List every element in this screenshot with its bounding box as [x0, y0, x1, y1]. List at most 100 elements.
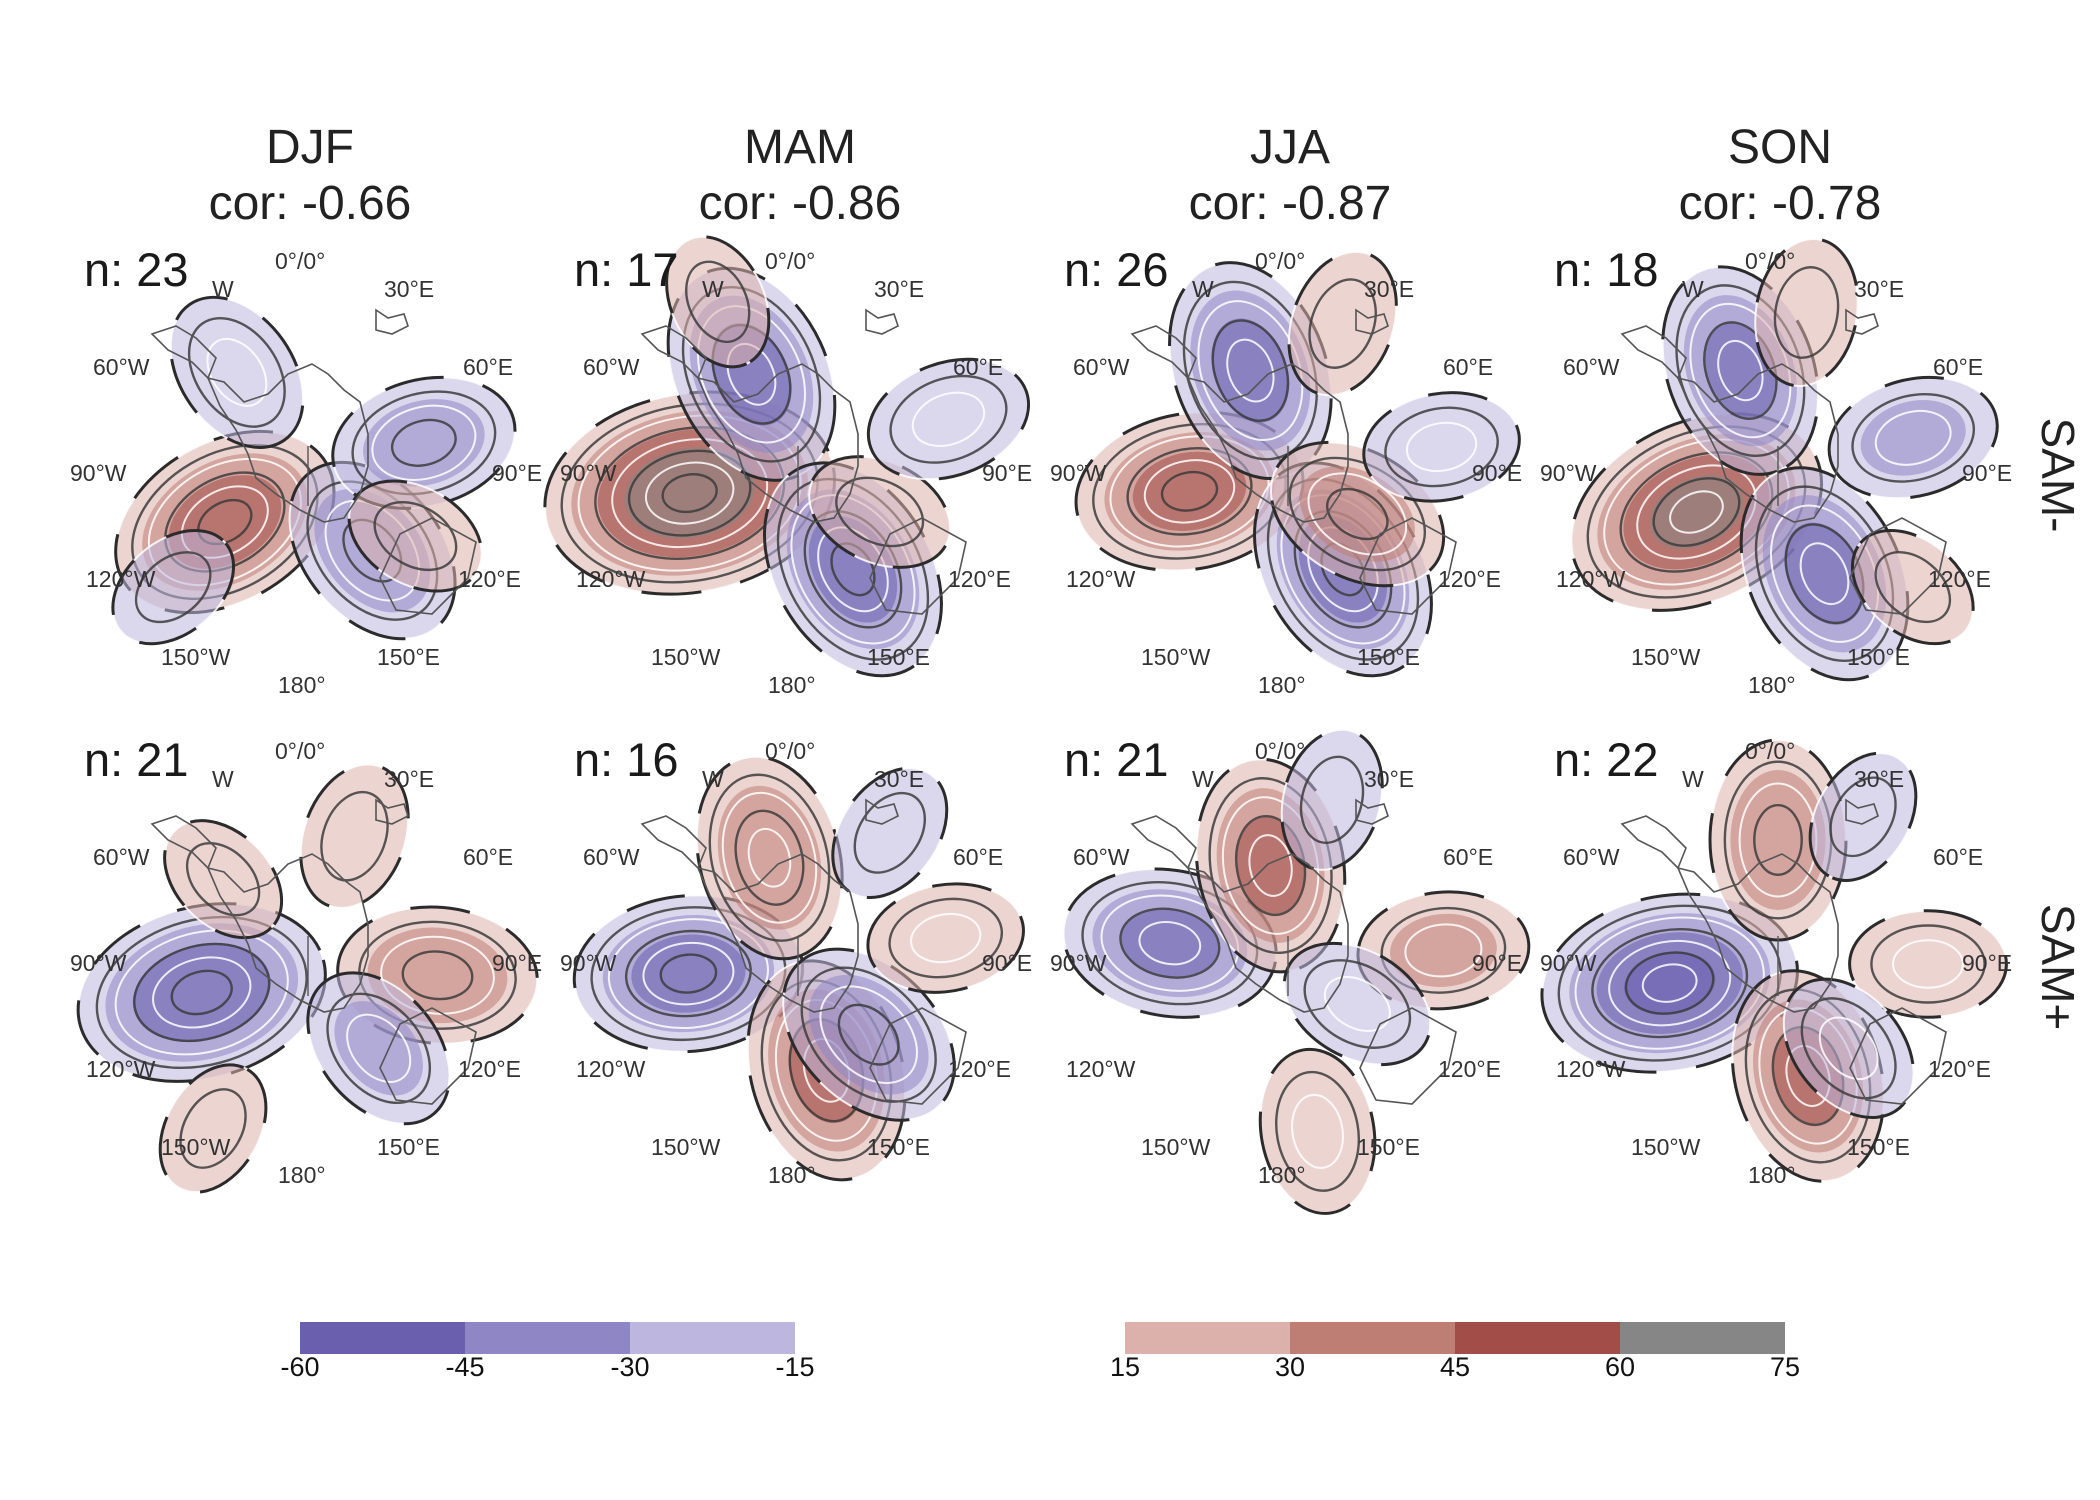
lon-label-150e-r0c2: 150°E	[1357, 644, 1420, 671]
lon-label-120e-r1c3: 120°E	[1928, 1056, 1991, 1083]
lon-label-0-r0c1: 0°/0°	[765, 248, 815, 275]
lon-label-w-r1c2: W	[1192, 766, 1214, 793]
lon-label-120e-r1c1: 120°E	[948, 1056, 1011, 1083]
cbar-pos-tick-0: 15	[1110, 1352, 1140, 1383]
n-label-r0c2: n: 26	[1064, 242, 1169, 297]
lon-label-0-r1c3: 0°/0°	[1745, 738, 1795, 765]
row-label-sam-minus: SAM-	[2031, 385, 2085, 565]
column-title-mam: MAM cor: -0.86	[590, 120, 1010, 232]
lon-label-30e-r1c1: 30°E	[874, 766, 924, 793]
lon-label-120w-r0c3: 120°W	[1556, 566, 1625, 593]
coastline-africa	[376, 310, 408, 334]
column-title-jja: JJA cor: -0.87	[1080, 120, 1500, 232]
lon-label-60e-r1c3: 60°E	[1933, 844, 1983, 871]
lon-label-w-r0c0: W	[212, 276, 234, 303]
lon-label-60e-r0c2: 60°E	[1443, 354, 1493, 381]
lon-label-0-r1c1: 0°/0°	[765, 738, 815, 765]
lon-label-30e-r1c3: 30°E	[1854, 766, 1904, 793]
lon-label-30e-r1c2: 30°E	[1364, 766, 1414, 793]
cbar-neg-tick-3: -15	[775, 1352, 814, 1383]
lon-label-60e-r1c1: 60°E	[953, 844, 1003, 871]
cbar-pos-tick-4: 75	[1770, 1352, 1800, 1383]
colorbar-negative-bin-1	[465, 1322, 630, 1354]
colorbar-positive-bin-1	[1290, 1322, 1455, 1354]
lon-label-150e-r1c1: 150°E	[867, 1134, 930, 1161]
lon-label-180-r0c1: 180°	[768, 672, 816, 699]
lon-label-60w-r0c0: 60°W	[93, 354, 150, 381]
lon-label-w-r0c2: W	[1192, 276, 1214, 303]
lon-label-90e-r0c0: 90°E	[492, 460, 542, 487]
lon-label-150e-r1c2: 150°E	[1357, 1134, 1420, 1161]
n-label-r0c3: n: 18	[1554, 242, 1659, 297]
lon-label-120e-r1c2: 120°E	[1438, 1056, 1501, 1083]
lon-label-60w-r1c0: 60°W	[93, 844, 150, 871]
lon-label-90w-r1c1: 90°W	[560, 950, 617, 977]
coastline-south-america	[1132, 816, 1196, 868]
lon-label-90w-r1c0: 90°W	[70, 950, 127, 977]
colorbar-positive-bin-0	[1125, 1322, 1290, 1354]
cbar-neg-tick-0: -60	[280, 1352, 319, 1383]
n-label-r1c2: n: 21	[1064, 732, 1169, 787]
map-panel-r0c3	[1539, 231, 2011, 707]
colorbar-positive-bin-3	[1620, 1322, 1785, 1354]
lon-label-150e-r0c3: 150°E	[1847, 644, 1910, 671]
lon-label-30e-r0c2: 30°E	[1364, 276, 1414, 303]
lon-label-0-r0c2: 0°/0°	[1255, 248, 1305, 275]
lon-label-0-r0c3: 0°/0°	[1745, 248, 1795, 275]
colorbar-positive-bin-2	[1455, 1322, 1620, 1354]
coastline-africa	[866, 310, 898, 334]
map-panel-r1c3	[1528, 734, 2007, 1198]
lon-label-w-r1c3: W	[1682, 766, 1704, 793]
lon-label-90e-r1c3: 90°E	[1962, 950, 2012, 977]
lon-label-90w-r0c3: 90°W	[1540, 460, 1597, 487]
lon-label-120e-r0c3: 120°E	[1928, 566, 1991, 593]
lon-label-0-r1c2: 0°/0°	[1255, 738, 1305, 765]
map-panel-r0c2	[1063, 237, 1528, 708]
lon-label-90e-r0c1: 90°E	[982, 460, 1032, 487]
lon-label-60e-r1c2: 60°E	[1443, 844, 1493, 871]
row-label-sam-plus: SAM+	[2031, 877, 2085, 1057]
lon-label-150w-r1c2: 150°W	[1141, 1134, 1210, 1161]
lon-label-120w-r1c0: 120°W	[86, 1056, 155, 1083]
lon-label-60e-r1c0: 60°E	[463, 844, 513, 871]
lon-label-60e-r0c0: 60°E	[463, 354, 513, 381]
n-label-r0c1: n: 17	[574, 242, 679, 297]
lon-label-180-r1c3: 180°	[1748, 1162, 1796, 1189]
lon-label-60e-r0c3: 60°E	[1933, 354, 1983, 381]
lon-label-w-r1c1: W	[702, 766, 724, 793]
lon-label-30e-r0c1: 30°E	[874, 276, 924, 303]
lon-label-180-r0c0: 180°	[278, 672, 326, 699]
column-title-son: SON cor: -0.78	[1570, 120, 1990, 232]
lon-label-150e-r1c3: 150°E	[1847, 1134, 1910, 1161]
lon-label-120w-r0c1: 120°W	[576, 566, 645, 593]
n-label-r1c3: n: 22	[1554, 732, 1659, 787]
lon-label-90w-r0c0: 90°W	[70, 460, 127, 487]
lon-label-30e-r1c0: 30°E	[384, 766, 434, 793]
cbar-pos-tick-1: 30	[1275, 1352, 1305, 1383]
lon-label-180-r1c0: 180°	[278, 1162, 326, 1189]
lon-label-120w-r0c0: 120°W	[86, 566, 155, 593]
lon-label-90w-r1c3: 90°W	[1540, 950, 1597, 977]
positive-anomaly	[1248, 1040, 1388, 1222]
map-panel-r1c0	[58, 749, 543, 1211]
lon-label-180-r1c1: 180°	[768, 1162, 816, 1189]
lon-label-120e-r1c0: 120°E	[458, 1056, 521, 1083]
cbar-neg-tick-2: -30	[610, 1352, 649, 1383]
lon-label-150w-r1c1: 150°W	[651, 1134, 720, 1161]
anomaly-fill	[1248, 1040, 1388, 1222]
n-label-r1c1: n: 16	[574, 732, 679, 787]
lon-label-180-r1c2: 180°	[1258, 1162, 1306, 1189]
lon-label-120w-r0c2: 120°W	[1066, 566, 1135, 593]
lon-label-60w-r1c2: 60°W	[1073, 844, 1130, 871]
lon-label-30e-r0c0: 30°E	[384, 276, 434, 303]
lon-label-120w-r1c2: 120°W	[1066, 1056, 1135, 1083]
lon-label-60w-r0c3: 60°W	[1563, 354, 1620, 381]
cbar-pos-tick-2: 45	[1440, 1352, 1470, 1383]
cbar-pos-tick-3: 60	[1605, 1352, 1635, 1383]
lon-label-150e-r0c0: 150°E	[377, 644, 440, 671]
lon-label-60w-r0c2: 60°W	[1073, 354, 1130, 381]
map-panel-r0c0	[83, 272, 529, 671]
lon-label-90w-r1c2: 90°W	[1050, 950, 1107, 977]
lon-label-30e-r0c3: 30°E	[1854, 276, 1904, 303]
lon-label-120e-r0c0: 120°E	[458, 566, 521, 593]
